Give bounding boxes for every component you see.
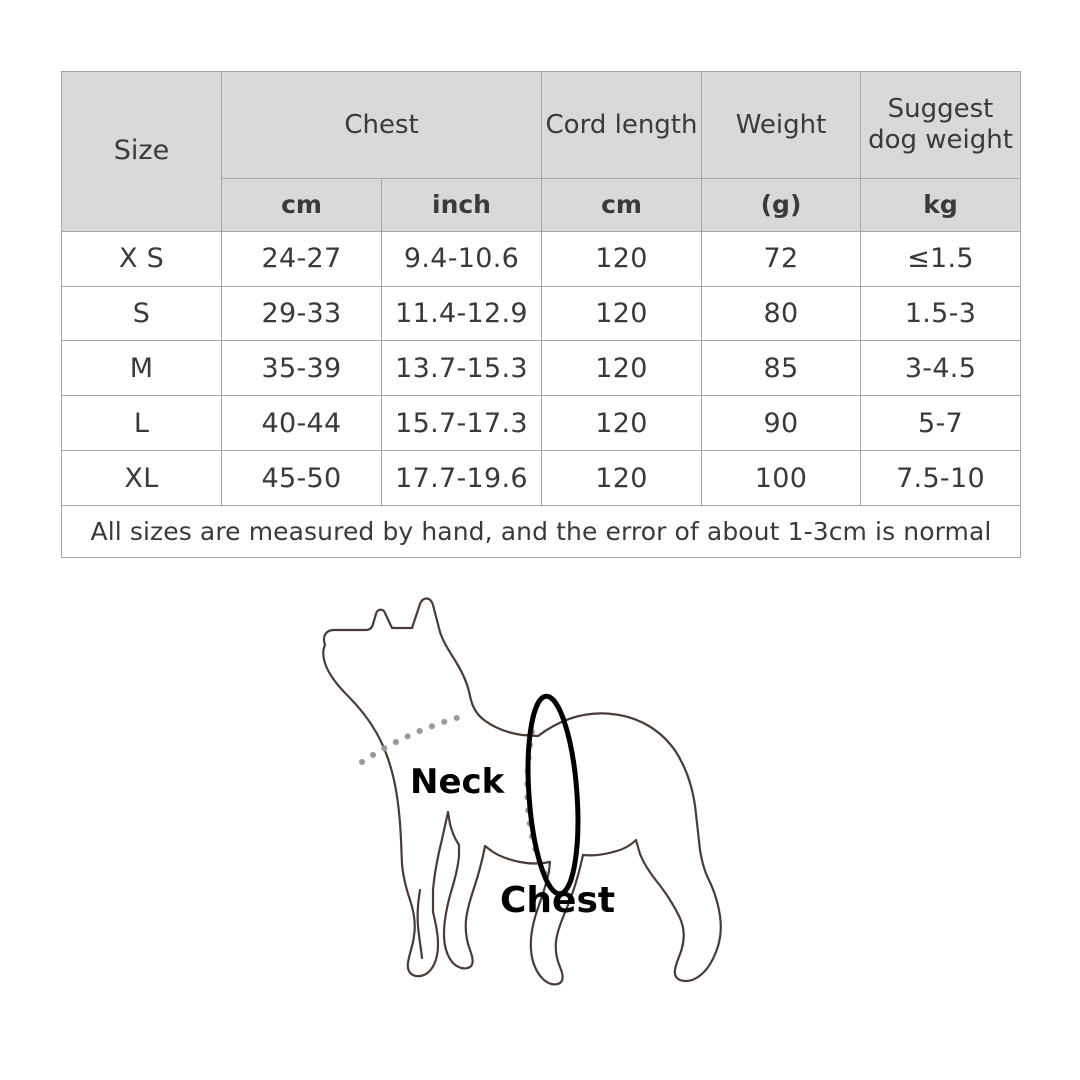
cell-size: XL <box>61 450 222 507</box>
header-weight-g: (g) <box>701 178 861 232</box>
cell-dog-kg: ≤1.5 <box>860 230 1021 287</box>
header-size: Size <box>61 71 222 232</box>
cell-chest-inch: 11.4-12.9 <box>381 285 542 342</box>
table-row: X S 24-27 9.4-10.6 120 72 ≤1.5 <box>61 230 1021 287</box>
cell-chest-cm: 45-50 <box>221 450 382 507</box>
header-cord-length: Cord length <box>541 70 702 180</box>
cell-cord-cm: 120 <box>541 340 702 397</box>
cell-weight-g: 85 <box>701 340 861 397</box>
cell-cord-cm: 120 <box>541 450 702 507</box>
measurement-note: All sizes are measured by hand, and the … <box>61 505 1021 558</box>
size-chart-table-container: Size Chest Cord length Weight Suggest do… <box>61 70 1021 558</box>
cell-chest-cm: 24-27 <box>221 230 382 287</box>
cell-chest-cm: 40-44 <box>221 395 382 452</box>
table-note-row: All sizes are measured by hand, and the … <box>61 505 1021 558</box>
chest-label: Chest <box>500 880 616 921</box>
table-row: M 35-39 13.7-15.3 120 85 3-4.5 <box>61 340 1021 397</box>
header-weight: Weight <box>701 70 861 180</box>
header-suggest-dog-weight: Suggest dog weight <box>860 70 1021 180</box>
cell-chest-inch: 17.7-19.6 <box>381 450 542 507</box>
cell-dog-kg: 1.5-3 <box>860 285 1021 342</box>
dog-silhouette-svg <box>322 597 722 986</box>
header-dog-kg: kg <box>860 178 1021 232</box>
cell-dog-kg: 5-7 <box>860 395 1021 452</box>
cell-chest-inch: 15.7-17.3 <box>381 395 542 452</box>
cell-size: M <box>61 340 222 397</box>
cell-cord-cm: 120 <box>541 230 702 287</box>
table-row: XL 45-50 17.7-19.6 120 100 7.5-10 <box>61 450 1021 507</box>
cell-dog-kg: 7.5-10 <box>860 450 1021 507</box>
chest-measure-ring <box>525 693 581 897</box>
cell-cord-cm: 120 <box>541 395 702 452</box>
neck-dotted-line <box>359 712 471 765</box>
cell-chest-inch: 13.7-15.3 <box>381 340 542 397</box>
dog-outline-path <box>322 597 722 986</box>
cell-weight-g: 80 <box>701 285 861 342</box>
table-header-row-units: cm inch cm (g) kg <box>62 178 1021 232</box>
cell-size: X S <box>61 230 222 287</box>
header-cord-cm: cm <box>541 178 702 232</box>
cell-weight-g: 72 <box>701 230 861 287</box>
table-row: S 29-33 11.4-12.9 120 80 1.5-3 <box>61 285 1021 342</box>
table-header-row-top: Size Chest Cord length Weight Suggest do… <box>61 70 1021 232</box>
dog-measurement-diagram: Neck Chest <box>300 590 800 1050</box>
cell-weight-g: 90 <box>701 395 861 452</box>
table-row: L 40-44 15.7-17.3 120 90 5-7 <box>61 395 1021 452</box>
cell-chest-cm: 35-39 <box>221 340 382 397</box>
neck-label: Neck <box>410 762 505 802</box>
cell-size: S <box>61 285 222 342</box>
cell-chest-inch: 9.4-10.6 <box>381 230 542 287</box>
size-chart-table: Size Chest Cord length Weight Suggest do… <box>61 70 1021 558</box>
cell-weight-g: 100 <box>701 450 861 507</box>
cell-cord-cm: 120 <box>541 285 702 342</box>
header-chest-inch: inch <box>381 178 542 232</box>
header-chest-cm: cm <box>221 178 382 232</box>
cell-dog-kg: 3-4.5 <box>860 340 1021 397</box>
header-chest-group: Chest <box>221 70 542 180</box>
cell-chest-cm: 29-33 <box>221 285 382 342</box>
front-leg-inner-line <box>416 888 424 960</box>
cell-size: L <box>61 395 222 452</box>
